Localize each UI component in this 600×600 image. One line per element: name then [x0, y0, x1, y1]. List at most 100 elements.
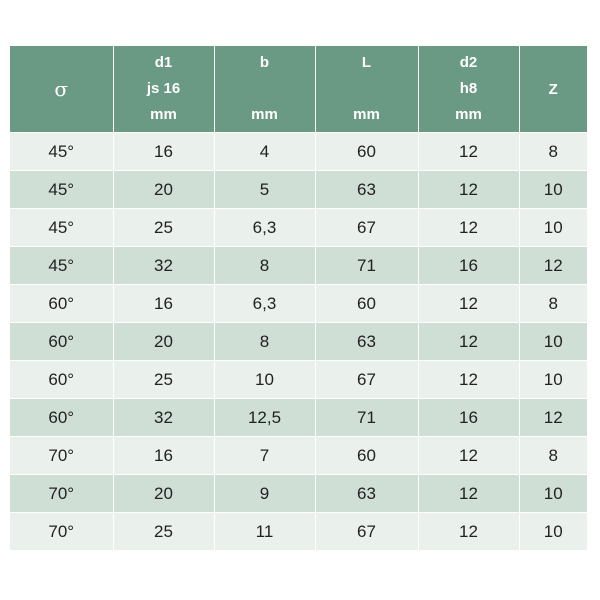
cell-sigma: 60°	[10, 322, 114, 361]
cell-Z: 12	[519, 398, 587, 437]
cell-d2: 12	[418, 170, 520, 209]
header-d1-unit: mm	[150, 106, 177, 123]
cell-d1: 32	[113, 246, 215, 285]
cell-d2: 12	[418, 360, 520, 399]
cell-b: 9	[214, 474, 316, 513]
table-header: σ d1 js 16 mm b mm	[10, 46, 587, 133]
header-L-unit: mm	[353, 106, 380, 123]
cell-L: 67	[315, 208, 419, 247]
cell-sigma: 60°	[10, 284, 114, 323]
header-d2: d2 h8 mm	[418, 46, 520, 133]
header-b-label: b	[259, 54, 270, 71]
cell-L: 60	[315, 284, 419, 323]
cell-L: 71	[315, 246, 419, 285]
cell-d1: 32	[113, 398, 215, 437]
cell-L: 63	[315, 322, 419, 361]
table-row: 60° 25 10 67 12 10	[10, 360, 587, 399]
header-L-label: L	[361, 54, 372, 71]
cell-d2: 12	[418, 474, 520, 513]
cell-L: 60	[315, 436, 419, 475]
table-row: 60° 16 6,3 60 12 8	[10, 284, 587, 323]
cell-d1: 25	[113, 512, 215, 550]
cell-d2: 12	[418, 284, 520, 323]
header-d2-tolerance: h8	[459, 80, 478, 97]
cell-Z: 10	[519, 322, 587, 361]
cell-b: 6,3	[214, 284, 316, 323]
header-d2-unit: mm	[455, 106, 482, 123]
cell-d2: 12	[418, 436, 520, 475]
table-row: 70° 16 7 60 12 8	[10, 436, 587, 475]
table-row: 70° 20 9 63 12 10	[10, 474, 587, 513]
cell-sigma: 45°	[10, 132, 114, 171]
header-Z: Z	[519, 46, 587, 133]
cell-d2: 12	[418, 208, 520, 247]
cell-Z: 8	[519, 284, 587, 323]
cell-d2: 12	[418, 512, 520, 550]
cell-d1: 16	[113, 284, 215, 323]
cell-sigma: 70°	[10, 474, 114, 513]
cell-Z: 8	[519, 132, 587, 171]
header-Z-label: Z	[548, 80, 558, 98]
cell-b: 11	[214, 512, 316, 550]
cell-d2: 12	[418, 322, 520, 361]
cell-d1: 20	[113, 170, 215, 209]
table-body: 45° 16 4 60 12 8 45° 20 5 63 12 10 45° 2…	[10, 132, 587, 550]
table-row: 45° 25 6,3 67 12 10	[10, 208, 587, 247]
cell-sigma: 70°	[10, 512, 114, 550]
cell-b: 5	[214, 170, 316, 209]
cell-b: 8	[214, 322, 316, 361]
header-b: b mm	[214, 46, 316, 133]
cell-sigma: 60°	[10, 398, 114, 437]
header-d1-label: d1	[154, 54, 173, 71]
cell-b: 6,3	[214, 208, 316, 247]
cell-Z: 10	[519, 170, 587, 209]
cell-b: 12,5	[214, 398, 316, 437]
table-row: 45° 20 5 63 12 10	[10, 170, 587, 209]
table-row: 70° 25 11 67 12 10	[10, 512, 587, 550]
specs-table-container: σ d1 js 16 mm b mm	[10, 46, 587, 550]
cell-d1: 20	[113, 322, 215, 361]
table-row: 45° 32 8 71 16 12	[10, 246, 587, 285]
cell-d1: 25	[113, 360, 215, 399]
cell-L: 71	[315, 398, 419, 437]
cell-L: 67	[315, 512, 419, 550]
cell-d1: 16	[113, 132, 215, 171]
cell-sigma: 45°	[10, 208, 114, 247]
header-d1: d1 js 16 mm	[113, 46, 215, 133]
cell-b: 7	[214, 436, 316, 475]
table-row: 60° 20 8 63 12 10	[10, 322, 587, 361]
cell-L: 63	[315, 170, 419, 209]
cell-b: 10	[214, 360, 316, 399]
cell-Z: 10	[519, 512, 587, 550]
cell-d1: 16	[113, 436, 215, 475]
cell-d1: 20	[113, 474, 215, 513]
cell-L: 60	[315, 132, 419, 171]
cell-d2: 12	[418, 132, 520, 171]
table-row: 45° 16 4 60 12 8	[10, 132, 587, 171]
cell-b: 8	[214, 246, 316, 285]
header-L: L mm	[315, 46, 419, 133]
cell-Z: 8	[519, 436, 587, 475]
header-d2-label: d2	[459, 54, 478, 71]
header-b-unit: mm	[251, 106, 278, 123]
cell-d1: 25	[113, 208, 215, 247]
header-sigma: σ	[10, 46, 114, 133]
cell-sigma: 60°	[10, 360, 114, 399]
cell-Z: 12	[519, 246, 587, 285]
cell-Z: 10	[519, 208, 587, 247]
table-row: 60° 32 12,5 71 16 12	[10, 398, 587, 437]
header-row: σ d1 js 16 mm b mm	[10, 46, 587, 133]
cell-d2: 16	[418, 398, 520, 437]
sigma-symbol: σ	[54, 77, 69, 101]
cell-Z: 10	[519, 474, 587, 513]
cell-Z: 10	[519, 360, 587, 399]
cell-sigma: 45°	[10, 246, 114, 285]
cell-d2: 16	[418, 246, 520, 285]
specs-table: σ d1 js 16 mm b mm	[10, 46, 587, 550]
cell-b: 4	[214, 132, 316, 171]
cell-L: 63	[315, 474, 419, 513]
header-d1-tolerance: js 16	[146, 80, 181, 97]
cell-sigma: 70°	[10, 436, 114, 475]
cell-sigma: 45°	[10, 170, 114, 209]
cell-L: 67	[315, 360, 419, 399]
